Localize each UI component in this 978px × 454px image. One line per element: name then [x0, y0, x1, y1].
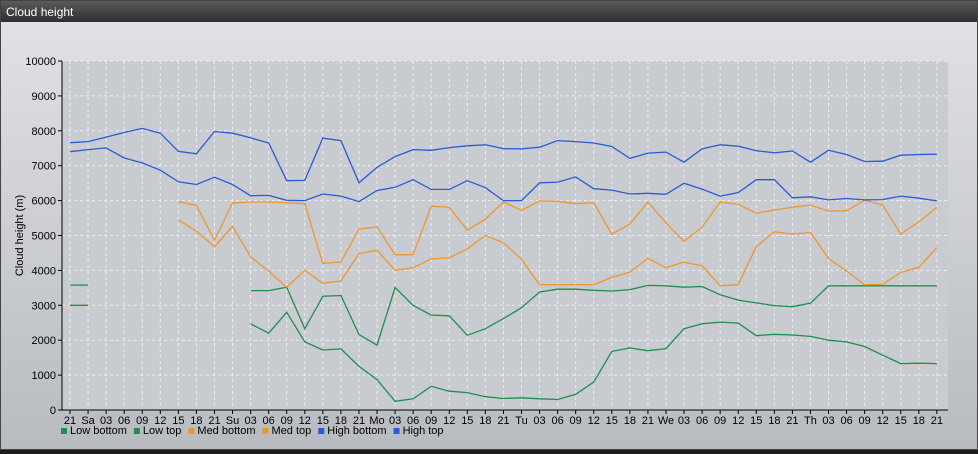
y-tick-label: 2000 — [32, 335, 56, 347]
legend-label-med-top: Med top — [272, 425, 312, 437]
y-axis-label: Cloud height (m) — [14, 195, 26, 276]
x-tick-label: 12 — [154, 415, 166, 427]
legend-swatch-low-top — [133, 428, 140, 434]
x-tick-label: 03 — [678, 415, 690, 427]
x-tick-label: 06 — [263, 415, 275, 427]
y-tick-label: 5000 — [32, 231, 56, 243]
window-title: Cloud height — [1, 1, 977, 22]
x-tick-label: 03 — [100, 415, 112, 427]
series-line-high-bottom — [69, 147, 937, 203]
x-tick-label: 18 — [190, 415, 202, 427]
x-tick-label: Tu — [515, 415, 527, 427]
x-tick-label: 12 — [588, 415, 600, 427]
x-tick-label: Su — [226, 415, 239, 427]
x-tick-label: 15 — [895, 415, 907, 427]
legend-label-med-bottom: Med bottom — [197, 425, 255, 437]
chart-series — [69, 127, 938, 402]
legend-label-high-top: High top — [403, 425, 444, 437]
x-tick-label: 12 — [877, 415, 889, 427]
x-tick-label: 03 — [244, 415, 256, 427]
x-tick-label: We — [658, 415, 674, 427]
x-tick-label: 09 — [570, 415, 582, 427]
x-tick-label: 18 — [479, 415, 491, 427]
x-tick-label: 03 — [822, 415, 834, 427]
cloud-height-chart: 0 1000 2000 3000 4000 5000 6000 7000 8000 9000 100… — [14, 56, 948, 437]
x-tick-label: 18 — [768, 415, 780, 427]
x-tick-label: 06 — [840, 415, 852, 427]
x-tick-label: 15 — [750, 415, 762, 427]
x-tick-label: Th — [804, 415, 817, 427]
y-tick-label: 3000 — [32, 300, 56, 312]
y-tick-label: 1000 — [32, 370, 56, 382]
x-tick-label: 12 — [299, 415, 311, 427]
x-tick-label: 21 — [786, 415, 798, 427]
x-tick-label: 15 — [606, 415, 618, 427]
x-tick-label: 15 — [172, 415, 184, 427]
series-line-high-top — [69, 127, 937, 184]
x-tick-label: 03 — [533, 415, 545, 427]
y-tick-label: 10000 — [25, 56, 56, 68]
chart-axes: 0 1000 2000 3000 4000 5000 6000 7000 8000 9000 100… — [25, 56, 948, 427]
chart-legend: Low bottom Low top Med bottom Med top High b… — [61, 425, 444, 437]
legend-label-low-bottom: Low bottom — [70, 425, 127, 437]
x-tick-label: 15 — [317, 415, 329, 427]
x-tick-label: 09 — [425, 415, 437, 427]
x-tick-label: 06 — [696, 415, 708, 427]
x-tick-label: 09 — [281, 415, 293, 427]
series-line-low-bottom — [70, 304, 937, 402]
x-tick-label: 06 — [407, 415, 419, 427]
x-tick-label: 18 — [913, 415, 925, 427]
y-tick-label: 0 — [50, 405, 56, 417]
series-line-low-top — [70, 284, 937, 347]
legend-label-low-top: Low top — [143, 425, 182, 437]
x-tick-label: Sa — [81, 415, 95, 427]
legend-label-high-bottom: High bottom — [327, 425, 386, 437]
x-tick-label: 21 — [64, 415, 76, 427]
chart-panel: 0 1000 2000 3000 4000 5000 6000 7000 8000 9000 100… — [1, 22, 977, 449]
x-tick-label: 12 — [443, 415, 455, 427]
legend-swatch-low-bottom — [61, 428, 67, 434]
x-tick-label: 18 — [624, 415, 636, 427]
x-tick-label: 21 — [208, 415, 220, 427]
x-tick-label: 03 — [389, 415, 401, 427]
legend-swatch-high-bottom — [318, 428, 325, 434]
x-tick-label: Mo — [369, 415, 384, 427]
x-tick-label: 21 — [497, 415, 509, 427]
series-line-med-bottom — [178, 219, 938, 289]
x-tick-label: 06 — [551, 415, 563, 427]
x-tick-label: 06 — [118, 415, 130, 427]
y-tick-label: 4000 — [32, 265, 56, 277]
x-tick-label: 21 — [931, 415, 943, 427]
x-tick-label: 15 — [461, 415, 473, 427]
x-tick-label: 09 — [714, 415, 726, 427]
y-tick-label: 8000 — [32, 126, 56, 138]
legend-swatch-high-top — [393, 428, 400, 434]
x-tick-label: 21 — [353, 415, 365, 427]
y-tick-label: 6000 — [32, 196, 56, 208]
x-tick-label: 09 — [136, 415, 148, 427]
y-tick-label: 7000 — [32, 161, 56, 173]
legend-swatch-med-bottom — [188, 428, 195, 434]
chart-grid — [62, 60, 948, 410]
legend-swatch-med-top — [262, 428, 269, 434]
series-line-med-top — [178, 199, 938, 265]
x-tick-label: 18 — [335, 415, 347, 427]
x-tick-label: 12 — [732, 415, 744, 427]
y-tick-label: 9000 — [32, 91, 56, 103]
x-tick-label: 21 — [642, 415, 654, 427]
x-tick-label: 09 — [859, 415, 871, 427]
